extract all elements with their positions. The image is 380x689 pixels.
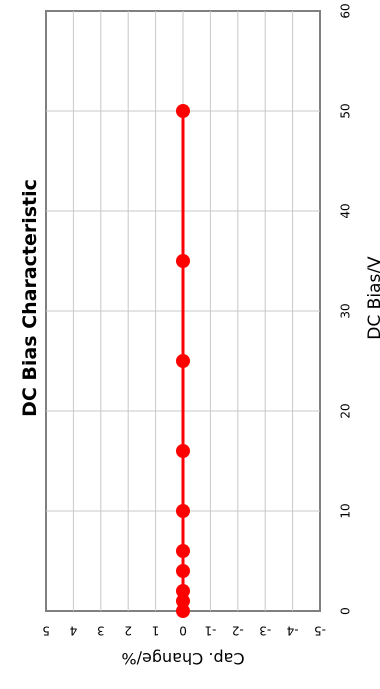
data-point — [176, 564, 190, 578]
data-point — [176, 594, 190, 608]
x-tick-label: 30 — [339, 303, 353, 318]
data-point — [176, 254, 190, 268]
data-point — [176, 354, 190, 368]
data-point — [176, 504, 190, 518]
data-point — [176, 544, 190, 558]
y-tick-label: 3 — [97, 624, 105, 638]
y-tick-labels: 5 4 3 2 1 0 -1 -2 -3 -4 -5 — [42, 624, 326, 638]
y-tick-label: -2 — [232, 624, 244, 638]
x-tick-labels: 0 10 20 30 40 50 60 — [339, 3, 353, 614]
x-tick-label: 40 — [339, 203, 353, 218]
y-axis-label: Cap. Change/% — [121, 649, 245, 668]
data-point — [176, 604, 190, 618]
x-tick-label: 50 — [339, 103, 353, 118]
data-point — [176, 444, 190, 458]
series — [176, 104, 190, 618]
y-tick-label: -5 — [314, 624, 326, 638]
y-tick-label: 0 — [179, 624, 187, 638]
y-tick-label: -4 — [287, 624, 299, 638]
y-tick-label: 1 — [152, 624, 160, 638]
x-tick-label: 10 — [339, 503, 353, 518]
y-tick-label: -1 — [204, 624, 216, 638]
chart-title: DC Bias Characteristic — [19, 179, 41, 417]
x-tick-label: 20 — [339, 403, 353, 418]
x-axis-label: DC Bias/V — [365, 256, 380, 340]
y-tick-label: 2 — [124, 624, 132, 638]
data-point — [176, 104, 190, 118]
x-tick-label: 60 — [339, 3, 353, 18]
x-tick-label: 0 — [339, 607, 353, 615]
data-point — [176, 584, 190, 598]
y-tick-label: 4 — [70, 624, 78, 638]
y-tick-label: 5 — [42, 624, 50, 638]
y-tick-label: -3 — [259, 624, 271, 638]
